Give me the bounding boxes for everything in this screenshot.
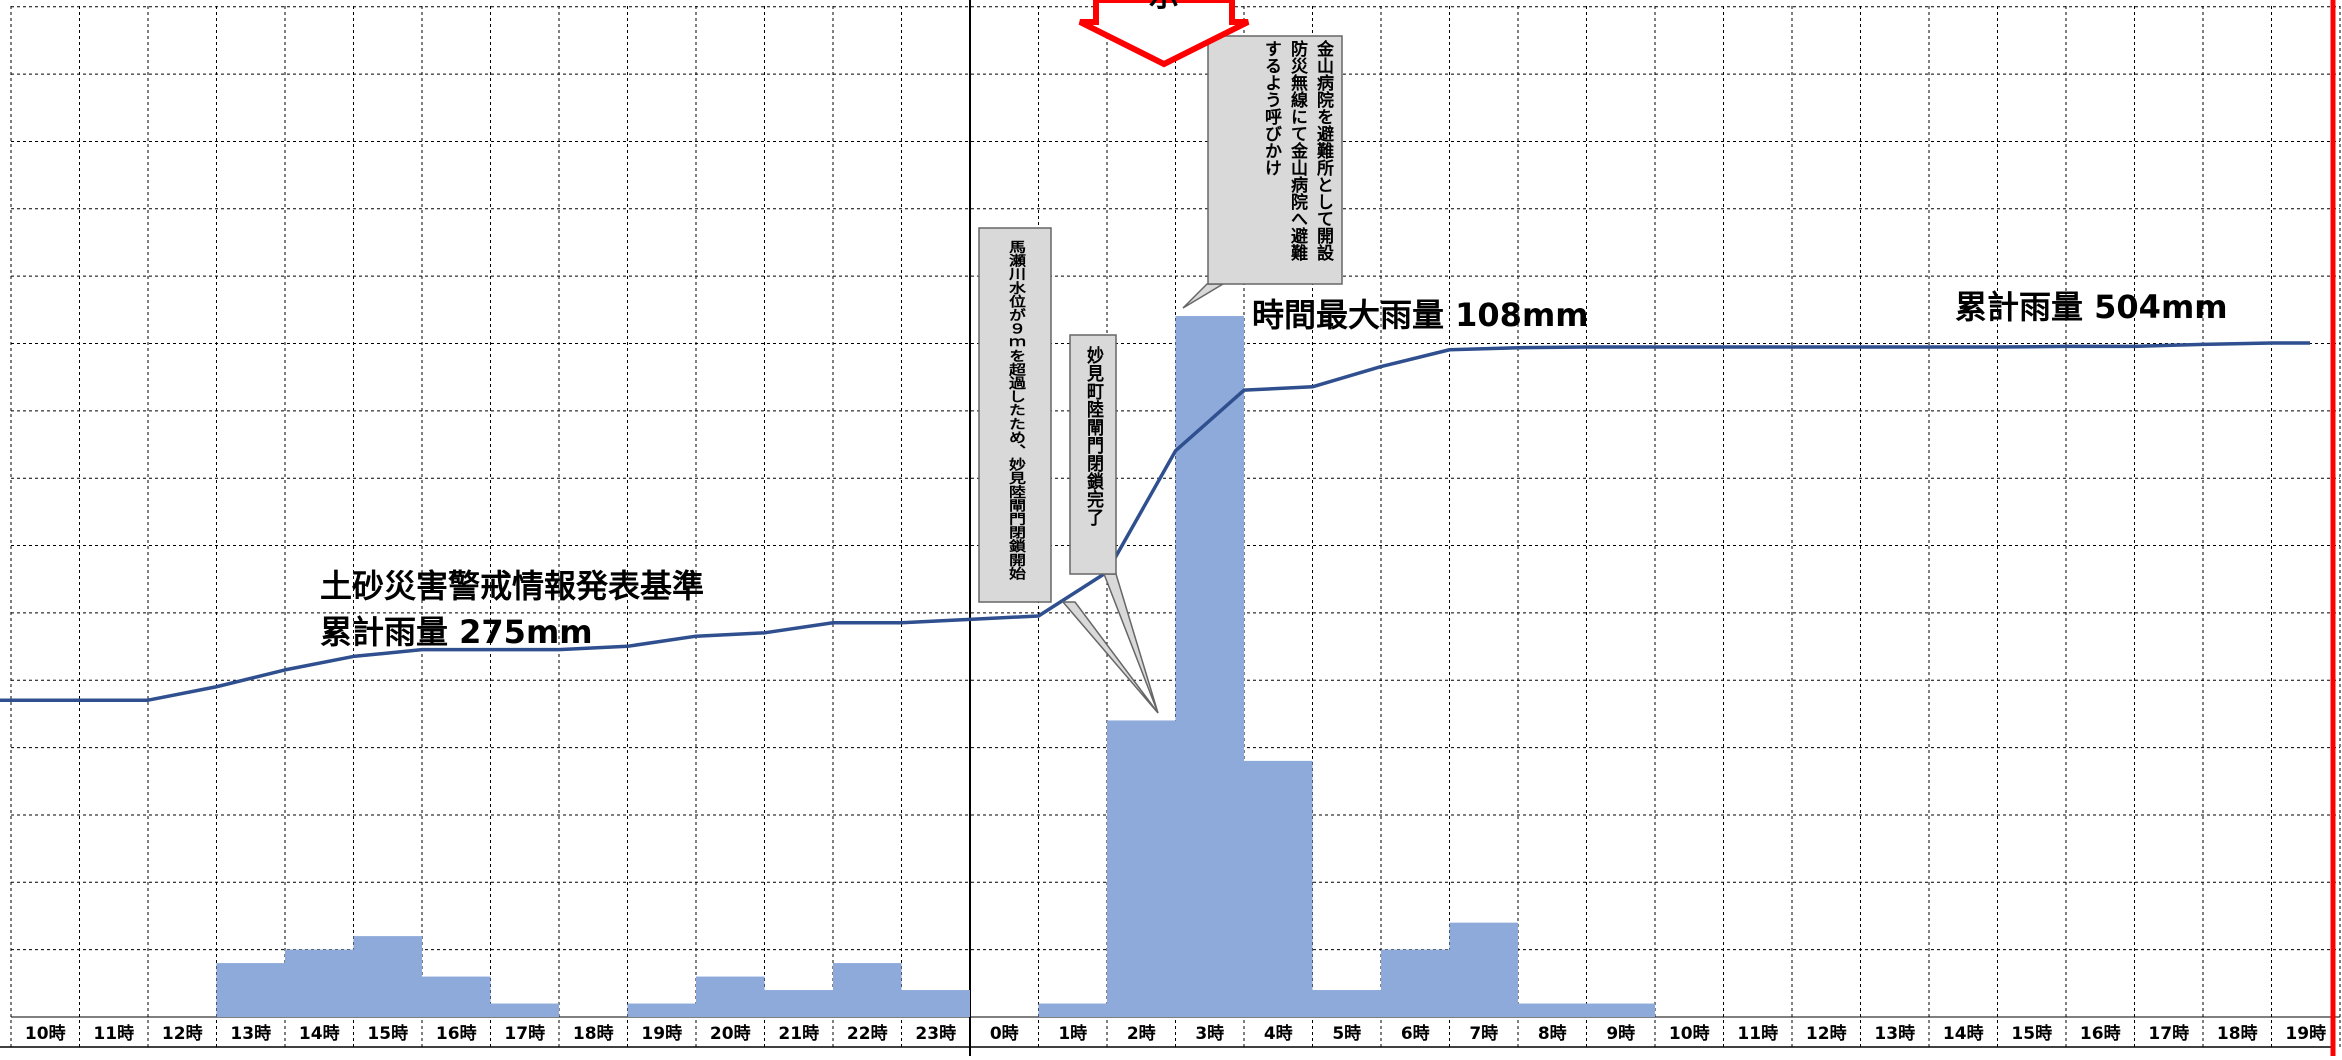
rain-bar — [764, 990, 833, 1017]
rain-bar — [1449, 922, 1518, 1017]
total-rain-label: 累計雨量 504mm — [1955, 288, 2228, 326]
x-tick-label: 22時 — [847, 1023, 888, 1044]
x-tick-label: 18時 — [573, 1023, 614, 1044]
x-tick-label: 1時 — [1058, 1023, 1087, 1044]
rain-bars — [216, 316, 1655, 1017]
rain-bar — [696, 976, 765, 1017]
x-tick-label: 16時 — [2080, 1023, 2121, 1044]
rain-bar — [490, 1003, 559, 1017]
rain-bar — [1381, 949, 1450, 1017]
rain-bar — [422, 976, 491, 1017]
x-tick-label: 4時 — [1264, 1023, 1293, 1044]
rain-bar — [1244, 760, 1313, 1017]
x-tick-label: 9時 — [1606, 1023, 1635, 1044]
red-arrow-icon: 示 — [1078, 0, 1250, 68]
callout-hospital: 金山病院を避難所として開設防災無線にて金山病院へ避難するよう呼びかけ — [1182, 35, 1343, 309]
x-tick-label: 21時 — [778, 1023, 819, 1044]
rain-bar — [285, 949, 354, 1017]
rain-bar — [627, 1003, 696, 1017]
x-tick-label: 18時 — [2217, 1023, 2258, 1044]
max-hourly-rain-label: 時間最大雨量 108mm — [1252, 296, 1589, 334]
callout-gate-closed-text: 妙見町陸閘門閉鎖完了 — [1083, 345, 1105, 527]
x-tick-label: 16時 — [436, 1023, 477, 1044]
x-tick-label: 17時 — [504, 1023, 545, 1044]
x-tick-label: 12時 — [162, 1023, 203, 1044]
rain-bar — [1312, 990, 1381, 1017]
x-tick-label: 10時 — [1669, 1023, 1710, 1044]
cumulative-rain-line — [0, 341, 2310, 702]
x-tick-label: 14時 — [299, 1023, 340, 1044]
x-tick-label: 6時 — [1401, 1023, 1430, 1044]
x-tick-label: 15時 — [2011, 1023, 2052, 1044]
callout-hospital-text-box: 金山病院を避難所として開設防災無線にて金山病院へ避難するよう呼びかけ — [1261, 40, 1333, 261]
callout-river-level: 馬瀬川水位が９ｍを超過したため、妙見陸閘門閉鎖開始 — [978, 227, 1159, 714]
x-tick-label: 19時 — [641, 1023, 682, 1044]
rain-bar — [833, 963, 902, 1017]
x-tick-label: 23時 — [915, 1023, 956, 1044]
x-tick-label: 14時 — [1943, 1023, 1984, 1044]
x-tick-label: 12時 — [1806, 1023, 1847, 1044]
rain-bar — [216, 963, 285, 1017]
callout-river-level-text: 馬瀬川水位が９ｍを超過したため、妙見陸閘門閉鎖開始 — [1005, 240, 1027, 581]
x-axis: 10時 11時 12時 13時 14時 15時 16時 17時 18時 19時 20時 21時 22時 2… — [25, 1023, 2326, 1044]
rain-bar — [1518, 1003, 1587, 1017]
sediment-warning-label: 土砂災害警戒情報発表基準 — [320, 567, 704, 605]
x-tick-label: 2時 — [1127, 1023, 1156, 1044]
cumulative-rain-polyline — [0, 341, 2310, 702]
x-tick-label: 3時 — [1195, 1023, 1224, 1044]
rain-bar — [1175, 316, 1244, 1017]
callout-gate-closed: 妙見町陸閘門閉鎖完了 — [1069, 334, 1159, 714]
arrow-glyph: 示 — [1149, 0, 1179, 14]
x-tick-label: 20時 — [710, 1023, 751, 1044]
x-tick-label: 15時 — [367, 1023, 408, 1044]
rain-bar — [901, 990, 970, 1017]
rain-bar — [1038, 1003, 1107, 1017]
x-tick-label: 5時 — [1332, 1023, 1361, 1044]
sediment-rain-label: 累計雨量 275mm — [320, 613, 593, 651]
x-tick-label: 17時 — [2148, 1023, 2189, 1044]
callout-hospital-text: 金山病院を避難所として開設防災無線にて金山病院へ避難するよう呼びかけ — [1261, 40, 1333, 261]
annotations: 土砂災害警戒情報発表基準 累計雨量 275mm 時間最大雨量 108mm 累計雨… — [320, 0, 2228, 714]
x-tick-label: 11時 — [93, 1023, 134, 1044]
x-tick-label: 11時 — [1737, 1023, 1778, 1044]
x-tick-label: 10時 — [25, 1023, 66, 1044]
x-tick-label: 7時 — [1469, 1023, 1498, 1044]
x-tick-label: 19時 — [2285, 1023, 2326, 1044]
x-tick-label: 8時 — [1538, 1023, 1567, 1044]
rain-bar — [1586, 1003, 1655, 1017]
rain-bar — [1107, 720, 1176, 1017]
x-tick-label: 0時 — [990, 1023, 1019, 1044]
x-tick-label: 13時 — [1874, 1023, 1915, 1044]
x-tick-label: 13時 — [230, 1023, 271, 1044]
rain-bar — [353, 936, 422, 1017]
